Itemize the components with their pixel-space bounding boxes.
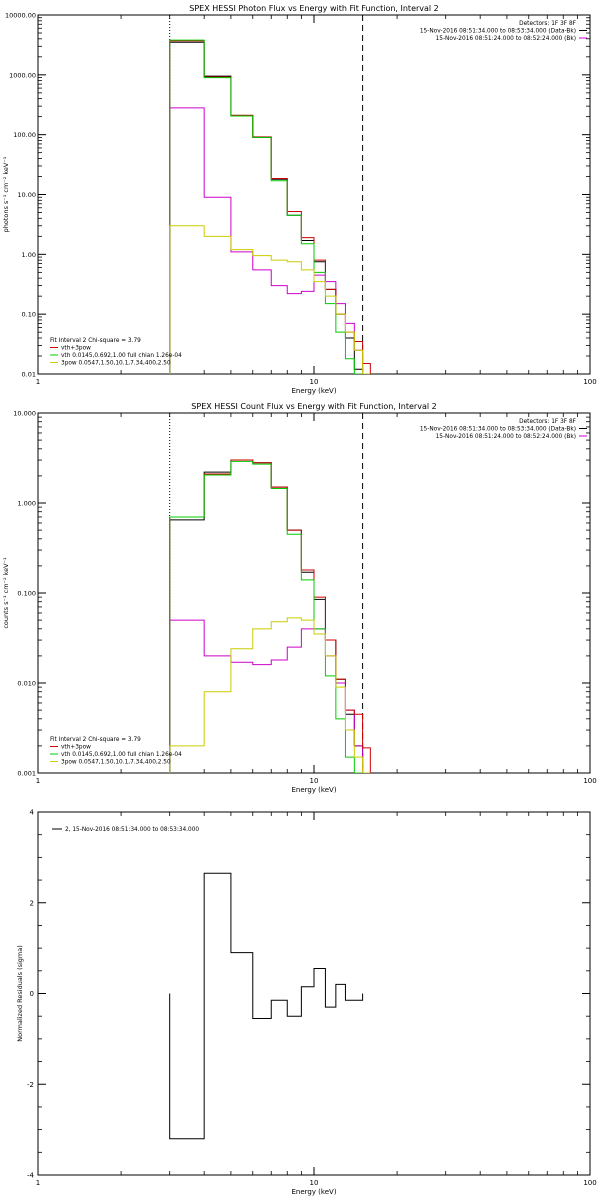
series-bk-step bbox=[169, 107, 371, 374]
y-tick-label: -2 bbox=[27, 1081, 34, 1089]
legend-bottom-left-text: vth+3pow bbox=[61, 745, 91, 751]
plot-frame bbox=[37, 811, 591, 1176]
chart-1: SPEX HESSI Photon Flux vs Energy with Fi… bbox=[2, 4, 597, 395]
legend-text: 2, 15-Nov-2016 08:51:34.000 to 08:53:34.… bbox=[65, 827, 199, 833]
legend-bottom-left-text: vth 0.0145,0.692,1.00 full chian 1.26e-0… bbox=[61, 752, 182, 758]
legend-top-right-text: 15-Nov-2016 08:51:34.000 to 08:53:34.000… bbox=[420, 427, 576, 433]
series-vth-step bbox=[169, 460, 371, 773]
legend-bottom-left-text: vth+3pow bbox=[61, 346, 91, 352]
y-axis-label: Normalized Residuals (sigma) bbox=[16, 945, 24, 1042]
x-tick-label: 10 bbox=[310, 378, 319, 386]
y-axis-label: photons s⁻¹ cm⁻² keV⁻¹ bbox=[2, 156, 10, 232]
y-tick-label: 10000.00 bbox=[5, 12, 36, 20]
legend-bottom-left-text: 3pow 0.0547,1.50,10.1,7.34,400,2.50 bbox=[61, 760, 171, 766]
chart-2: SPEX HESSI Count Flux vs Energy with Fit… bbox=[2, 402, 597, 794]
series-vth-3pow-step bbox=[169, 40, 371, 374]
x-tick-label: 1 bbox=[36, 777, 40, 785]
legend-top-right-text: 15-Nov-2016 08:51:24.000 to 08:52:24.000… bbox=[436, 36, 576, 42]
legend-bottom-left-text: vth 0.0145,0.692,1.00 full chian 1.26e-0… bbox=[61, 353, 182, 359]
y-tick-label: 100.00 bbox=[13, 131, 36, 139]
x-axis-label: Energy (keV) bbox=[291, 1188, 336, 1196]
y-tick-label: 0.01 bbox=[22, 371, 36, 379]
y-tick-label: 10.000 bbox=[13, 410, 36, 418]
y-tick-label: 0.010 bbox=[17, 680, 36, 688]
series-vth-step bbox=[169, 39, 371, 374]
legend-bottom-left-text: 3pow 0.0547,1.50,10.1,7.34,400,2.50 bbox=[61, 361, 171, 367]
y-tick-label: 1000.00 bbox=[9, 71, 36, 79]
y-tick-label: 0 bbox=[30, 990, 34, 998]
y-tick-label: -4 bbox=[27, 1172, 35, 1180]
y-tick-label: 0.100 bbox=[17, 590, 36, 598]
x-tick-label: 10 bbox=[310, 777, 319, 785]
legend-bottom-left-text: Fit Interval 2 Chi-square = 3.79 bbox=[50, 338, 141, 344]
x-tick-label: 1 bbox=[36, 378, 40, 386]
x-axis-label: Energy (keV) bbox=[291, 786, 336, 794]
x-tick-label: 100 bbox=[583, 1179, 596, 1187]
series-3pow-step bbox=[169, 225, 371, 374]
chart-3: 1 10 100 -4 -2 0 2 4 Energy (keV) Normalized Resi… bbox=[16, 809, 597, 1197]
x-tick-label: 10 bbox=[310, 1179, 319, 1187]
y-tick-label: 0.10 bbox=[22, 311, 36, 319]
series-bk-step bbox=[169, 619, 371, 773]
series-residuals-step bbox=[169, 872, 364, 1140]
y-tick-label: 1.000 bbox=[17, 500, 36, 508]
x-axis-label: Energy (keV) bbox=[291, 387, 336, 395]
legend-top-right-text: 15-Nov-2016 08:51:34.000 to 08:53:34.000… bbox=[420, 29, 576, 35]
x-tick-label: 100 bbox=[583, 777, 596, 785]
x-tick-label: 100 bbox=[583, 378, 596, 386]
series-data-bk-step bbox=[169, 459, 371, 773]
legend-top-right-text: Detectors: 1F 3F 8F bbox=[519, 21, 576, 27]
series-3pow-step bbox=[169, 617, 371, 773]
chart-title: SPEX HESSI Count Flux vs Energy with Fit… bbox=[191, 402, 436, 411]
legend-bottom-left-text: Fit Interval 2 Chi-square = 3.79 bbox=[50, 737, 141, 743]
legend-top-right-text: 15-Nov-2016 08:51:24.000 to 08:52:24.000… bbox=[436, 434, 576, 440]
y-tick-label: 0.001 bbox=[17, 770, 36, 778]
y-tick-label: 4 bbox=[30, 809, 35, 817]
series-vth-3pow-step bbox=[169, 459, 371, 773]
series-data-bk-step bbox=[169, 41, 371, 374]
y-axis-label: counts s⁻¹ cm⁻² keV⁻¹ bbox=[2, 557, 10, 629]
legend-top-right-text: Detectors: 1F 3F 8F bbox=[519, 419, 576, 425]
y-tick-label: 10.00 bbox=[17, 191, 36, 199]
chart-title: SPEX HESSI Photon Flux vs Energy with Fi… bbox=[189, 4, 439, 13]
y-tick-label: 1.00 bbox=[22, 251, 36, 259]
x-tick-label: 1 bbox=[36, 1179, 40, 1187]
plot-frame bbox=[37, 14, 591, 375]
y-tick-label: 2 bbox=[30, 899, 34, 907]
